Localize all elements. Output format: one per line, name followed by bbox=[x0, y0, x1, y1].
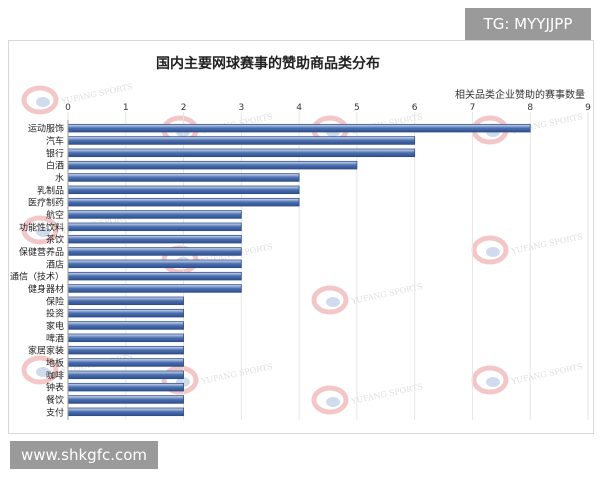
watermark-mark: YUFANG SPORTS bbox=[311, 282, 424, 315]
bar bbox=[67, 358, 184, 367]
category-label: 家电 bbox=[46, 320, 64, 332]
category-label: 航空 bbox=[46, 209, 64, 221]
x-tick-label: 9 bbox=[585, 103, 591, 113]
category-label: 家居家装 bbox=[28, 345, 64, 357]
bar bbox=[67, 395, 184, 404]
bar bbox=[67, 382, 184, 392]
bar bbox=[67, 234, 242, 244]
category-label: 地板 bbox=[46, 357, 64, 369]
bars bbox=[67, 123, 531, 417]
watermark-mark: YUFANG SPORTS bbox=[311, 382, 424, 415]
x-axis-ticks: 0 1 2 3 4 5 6 7 8 9 bbox=[65, 103, 591, 113]
category-label: 酒店 bbox=[46, 258, 64, 270]
bar bbox=[67, 148, 416, 158]
x-tick-label: 3 bbox=[238, 103, 244, 113]
category-label: 支付 bbox=[46, 406, 64, 418]
x-tick-label: 6 bbox=[412, 103, 418, 113]
category-label: 水 bbox=[55, 172, 64, 184]
category-label: 汽车 bbox=[46, 135, 64, 147]
bar bbox=[67, 210, 242, 219]
bar bbox=[67, 247, 242, 256]
category-label: 保健营养品 bbox=[19, 246, 64, 258]
bar bbox=[67, 271, 242, 281]
x-tick-label: 5 bbox=[354, 103, 360, 113]
bar bbox=[67, 296, 184, 306]
bar bbox=[67, 259, 242, 269]
top-badge: TG: MYYJJPP bbox=[465, 8, 591, 40]
bar bbox=[67, 185, 300, 195]
bottom-badge: www.shkgfc.com bbox=[10, 441, 158, 469]
category-label: 钟表 bbox=[46, 382, 64, 394]
x-tick-label: 2 bbox=[181, 103, 187, 113]
category-label: 乳制品 bbox=[37, 184, 64, 196]
x-tick-label: 4 bbox=[296, 103, 302, 113]
bar bbox=[67, 321, 184, 330]
svg-text:YUFANG SPORTS: YUFANG SPORTS bbox=[350, 282, 424, 306]
bar bbox=[67, 284, 242, 293]
category-label: 运动服饰 bbox=[28, 123, 64, 135]
bar bbox=[67, 160, 358, 170]
y-axis-labels: 运动服饰汽车银行白酒水乳制品医疗制药航空功能性饮料茶饮保健营养品酒店通信（技术）… bbox=[10, 123, 64, 419]
watermark-mark: YUFANG SPORTS bbox=[471, 362, 584, 395]
bar bbox=[67, 345, 184, 355]
category-label: 医疗制药 bbox=[28, 197, 64, 209]
x-tick-label: 7 bbox=[470, 103, 476, 113]
category-label: 功能性饮料 bbox=[19, 221, 64, 233]
svg-text:YUFANG SPORTS: YUFANG SPORTS bbox=[510, 232, 584, 256]
category-label: 通信（技术） bbox=[10, 271, 64, 283]
bar bbox=[67, 222, 242, 232]
category-label: 茶饮 bbox=[46, 234, 64, 246]
category-label: 投资 bbox=[46, 308, 64, 320]
bar bbox=[67, 197, 300, 207]
svg-text:YUFANG SPORTS: YUFANG SPORTS bbox=[350, 382, 424, 406]
bar bbox=[67, 136, 416, 145]
bar bbox=[67, 123, 531, 133]
bar bbox=[67, 333, 184, 343]
chart-title: 国内主要网球赛事的赞助商品类分布 bbox=[156, 55, 380, 72]
svg-text:YUFANG SPORTS: YUFANG SPORTS bbox=[200, 362, 274, 386]
category-label: 白酒 bbox=[46, 160, 64, 172]
watermark-mark: YUFANG SPORTS bbox=[21, 82, 134, 115]
bar bbox=[67, 308, 184, 318]
category-label: 健身器材 bbox=[28, 283, 64, 295]
category-label: 餐饮 bbox=[46, 394, 64, 406]
category-label: 咖啡 bbox=[46, 369, 64, 381]
svg-text:YUFANG SPORTS: YUFANG SPORTS bbox=[510, 362, 584, 386]
legend-label: 相关品类企业赞助的赛事数量 bbox=[455, 88, 585, 101]
bar bbox=[67, 370, 184, 380]
bar bbox=[67, 173, 300, 182]
x-tick-label: 1 bbox=[123, 103, 129, 113]
category-label: 保险 bbox=[46, 295, 64, 307]
category-label: 银行 bbox=[46, 147, 64, 159]
bar bbox=[67, 407, 184, 417]
watermark-mark: YUFANG SPORTS bbox=[471, 232, 584, 265]
category-label: 啤酒 bbox=[46, 332, 64, 344]
x-tick-label: 8 bbox=[527, 103, 533, 113]
x-tick-label: 0 bbox=[65, 103, 71, 113]
